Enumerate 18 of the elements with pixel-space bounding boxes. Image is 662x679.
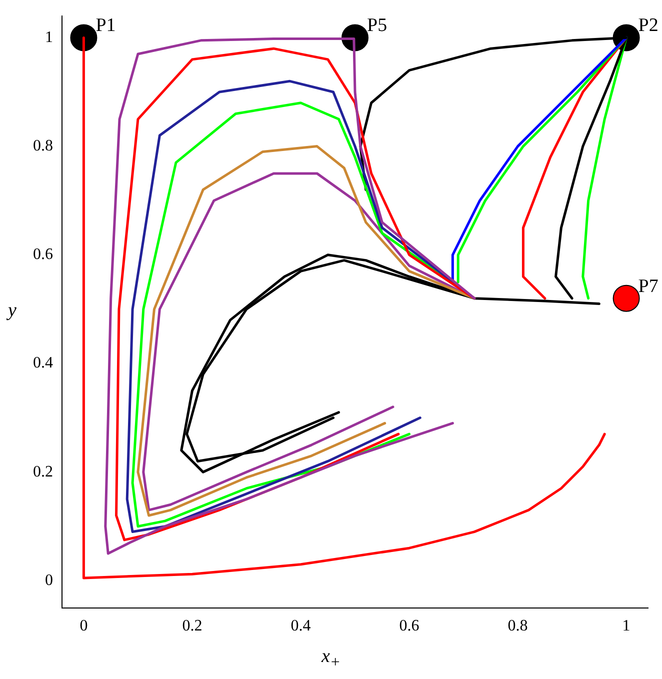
y-tick-label: 1: [45, 28, 53, 46]
x-tick-label: 1: [622, 618, 630, 635]
x-tick-label: 0: [80, 618, 88, 635]
x-tick-label: 0.8: [508, 618, 528, 635]
x-axis-title: x$_{+}$: [320, 646, 342, 672]
y-tick-label: 0.8: [33, 138, 53, 155]
y-tick-label: 0: [45, 572, 53, 589]
series-label: P1: [96, 15, 116, 36]
x-tick-label: 0.6: [399, 618, 420, 635]
series-label: P2: [638, 15, 658, 36]
y-tick-label: 0.2: [33, 463, 53, 480]
x-tick-label: 0.4: [290, 618, 311, 635]
y-tick-label: 0.6: [33, 246, 53, 264]
series-label: P5: [367, 15, 388, 36]
y-tick-label: 0.4: [33, 354, 53, 372]
series-label: P7: [638, 276, 658, 297]
x-tick-label: 0.2: [182, 618, 202, 635]
y-axis-title: y: [8, 300, 16, 322]
